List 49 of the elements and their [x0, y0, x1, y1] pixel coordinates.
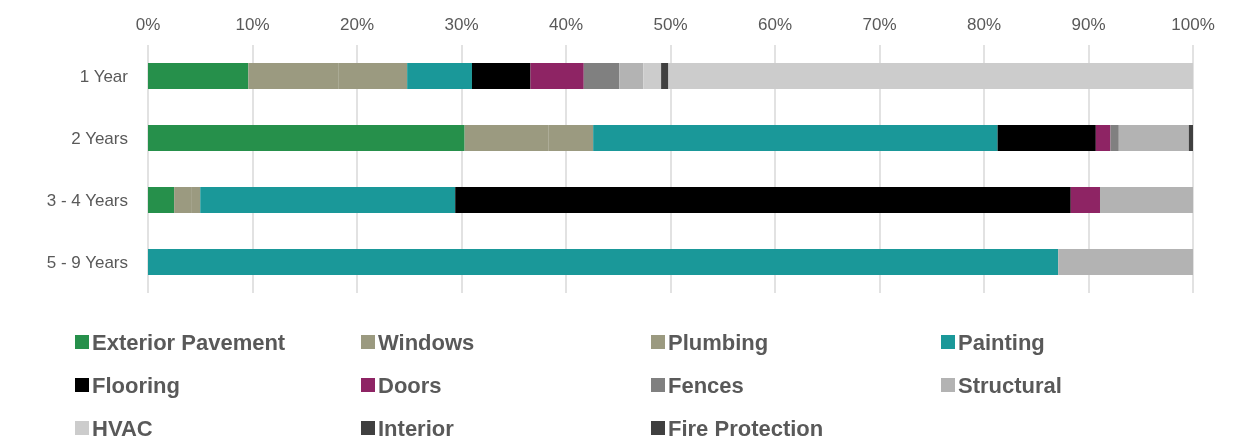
bar: [661, 63, 669, 89]
bar: [148, 249, 1059, 275]
bar: [1095, 125, 1111, 151]
bar: [1110, 125, 1119, 151]
bar: [530, 63, 584, 89]
legend-label: Exterior Pavement: [92, 329, 286, 355]
x-tick-label: 50%: [653, 15, 688, 34]
bar: [1118, 125, 1189, 151]
bar: [583, 63, 620, 89]
bar: [148, 63, 249, 89]
y-tick-label: 2 Years: [71, 128, 128, 148]
legend-label: Structural: [958, 372, 1062, 398]
x-tick-label: 70%: [862, 15, 897, 34]
bar: [593, 125, 998, 151]
legend-label: Painting: [958, 329, 1045, 355]
bar: [1099, 187, 1193, 213]
bar: [148, 125, 465, 151]
x-tick-label: 30%: [444, 15, 479, 34]
bar: [200, 187, 456, 213]
y-tick-label: 3 - 4 Years: [46, 190, 128, 210]
bar: [1188, 125, 1193, 151]
bar: [643, 63, 662, 89]
legend-label: HVAC: [92, 415, 153, 441]
x-tick-label: 10%: [235, 15, 270, 34]
bar: [1058, 249, 1193, 275]
x-tick-label: 80%: [966, 15, 1002, 34]
legend-label: Plumbing: [668, 329, 769, 355]
bar: [148, 187, 175, 213]
bar: [668, 63, 1193, 89]
bar: [407, 63, 472, 89]
bar: [471, 63, 531, 89]
x-tick-label: 40%: [548, 15, 584, 34]
bar: [619, 63, 644, 89]
bar: [1070, 187, 1100, 213]
legend-label: Fences: [668, 372, 744, 398]
bar: [997, 125, 1096, 151]
x-tick-label: 90%: [1071, 15, 1106, 34]
x-tick-label: 60%: [757, 15, 793, 34]
y-tick-label: 5 - 9 Years: [46, 252, 128, 272]
legend-label: Flooring: [92, 372, 180, 398]
x-tick-label: 100%: [1171, 15, 1215, 34]
legend-label: Windows: [378, 329, 475, 355]
y-tick-label: 1 Year: [79, 66, 129, 86]
x-tick-label: 20%: [339, 15, 375, 34]
legend-label: Interior: [378, 415, 455, 441]
x-tick-label: 0%: [135, 15, 161, 34]
legend-label: Doors: [378, 372, 442, 398]
bar: [455, 187, 1071, 213]
legend-label: Fire Protection: [668, 415, 824, 441]
